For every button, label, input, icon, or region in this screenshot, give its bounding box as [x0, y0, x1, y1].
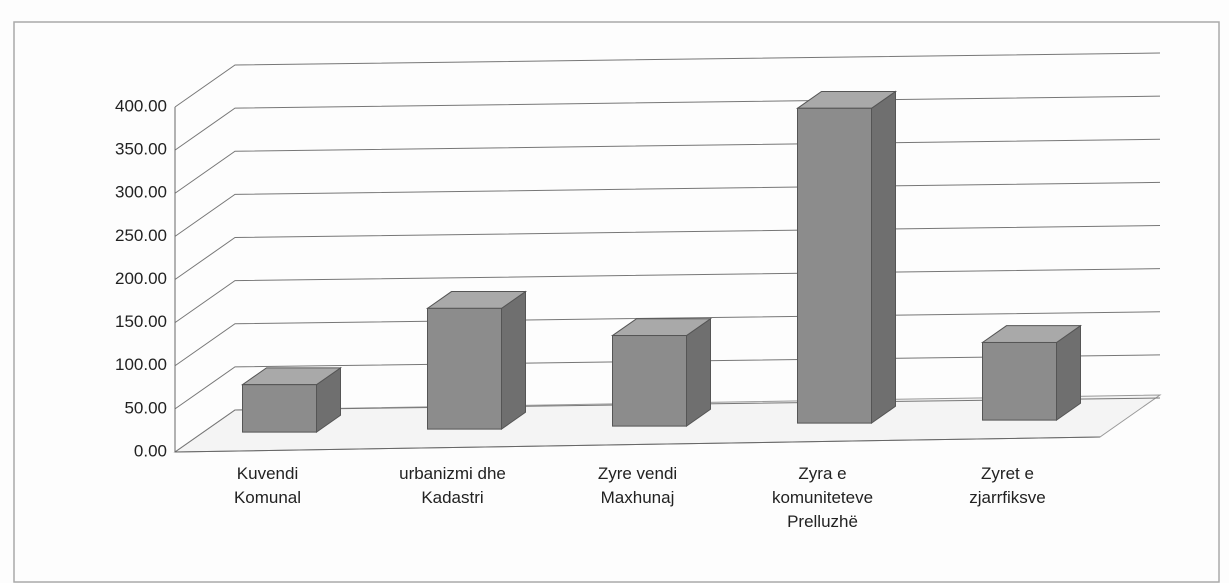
bar-side	[686, 317, 711, 428]
grid-line	[174, 52, 1161, 108]
grid-line	[174, 181, 1161, 237]
y-tick-label: 300.00	[115, 183, 167, 202]
y-tick-label: 0.00	[134, 441, 167, 460]
grid-line	[174, 95, 1161, 151]
x-axis	[174, 436, 1101, 453]
x-tick-label: Zyre vendi Maxhunaj	[597, 464, 678, 507]
bar-side	[871, 90, 896, 425]
y-tick-label: 100.00	[115, 355, 167, 374]
grid-line	[174, 138, 1161, 194]
bar	[980, 324, 1083, 422]
y-tick-label: 150.00	[115, 312, 167, 331]
bar-front	[612, 335, 687, 427]
bar-side	[501, 290, 526, 431]
x-tick-label: Zyret e zjarrfiksve	[969, 464, 1046, 507]
bar	[795, 90, 898, 425]
bar-front	[982, 341, 1057, 421]
y-tick-label: 250.00	[115, 226, 167, 245]
chart-border	[13, 21, 1220, 583]
bar-front	[242, 384, 317, 433]
y-tick-label: 50.00	[124, 398, 167, 417]
bar	[425, 290, 528, 431]
y-tick-label: 400.00	[115, 96, 167, 115]
bar	[240, 366, 343, 434]
y-tick-label: 200.00	[115, 269, 167, 288]
bar	[610, 317, 713, 428]
grid-line	[174, 268, 1161, 324]
x-tick-label: urbanizmi dhe Kadastri	[399, 464, 506, 507]
x-tick-label: Kuvendi Komunal	[233, 464, 302, 507]
bar-front	[797, 107, 872, 424]
y-tick-label: 350.00	[115, 140, 167, 159]
bar-front	[427, 307, 502, 430]
x-tick-label: Zyra e komuniteteve Prelluzhë	[771, 464, 874, 531]
grid-line	[174, 225, 1161, 280]
